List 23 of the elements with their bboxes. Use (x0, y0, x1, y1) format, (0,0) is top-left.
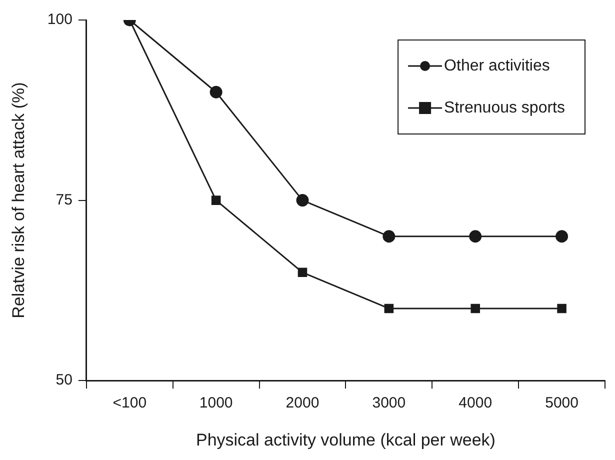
y-tick-label: 50 (56, 372, 72, 389)
legend-label: Other activities (444, 57, 550, 74)
x-tick-label: 5000 (545, 394, 578, 412)
point (382, 230, 396, 243)
x-tick-label: 4000 (458, 394, 492, 412)
x-tick-label: 2000 (286, 394, 320, 412)
y-tick-label: 100 (47, 11, 72, 28)
point (211, 196, 221, 205)
x-tick-label: 1000 (199, 394, 233, 412)
y-tick-label: 75 (56, 191, 72, 208)
point (296, 194, 309, 207)
point (469, 230, 482, 243)
point (470, 304, 480, 314)
x-axis-title: Physical activity volume (kcal per week) (196, 430, 496, 450)
y-axis-title: Relatvie risk of heart attack (%) (8, 82, 28, 318)
point (210, 86, 222, 98)
point (557, 304, 566, 314)
legend-label: Strenuous sports (444, 99, 565, 116)
x-tick-label: <100 (112, 394, 147, 412)
point (556, 230, 568, 243)
point (384, 304, 394, 314)
point (298, 268, 308, 278)
x-tick-label: 3000 (372, 394, 406, 412)
